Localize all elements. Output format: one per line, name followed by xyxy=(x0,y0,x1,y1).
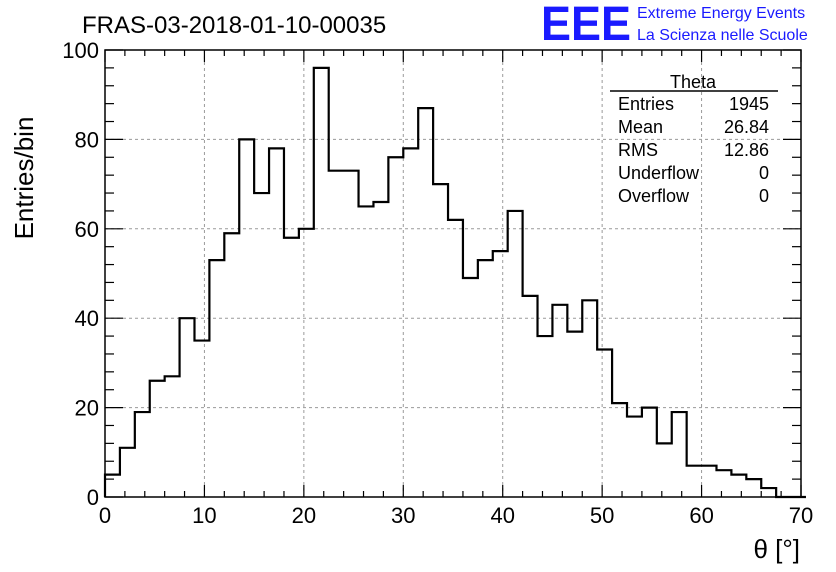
histogram-bin xyxy=(448,220,463,497)
histogram-bin xyxy=(552,305,567,497)
y-axis-label: Entries/bin xyxy=(9,117,39,240)
x-tick-label: 70 xyxy=(789,503,813,528)
histogram-bin xyxy=(254,193,269,497)
y-tick-label: 60 xyxy=(75,217,99,242)
histogram-bin xyxy=(165,376,180,497)
histogram-bin xyxy=(105,475,120,497)
x-tick-label: 50 xyxy=(590,503,614,528)
histogram-bin xyxy=(597,349,612,497)
stats-rows: Entries 1945 Mean 26.84 RMS 12.86 Underflow 0 Ov… xyxy=(618,94,769,206)
logo-mark: EEE xyxy=(541,0,631,51)
logo-line1: Extreme Energy Events xyxy=(637,5,805,22)
x-tick-label: 0 xyxy=(99,503,111,528)
stats-row-label: RMS xyxy=(618,140,658,160)
x-tick-label: 20 xyxy=(292,503,316,528)
histogram-bin xyxy=(373,202,388,497)
eee-logo: EEE Extreme Energy Events La Scienza nel… xyxy=(541,0,808,51)
histogram-bin xyxy=(194,341,209,497)
histogram-bin xyxy=(508,211,523,497)
histogram-bin xyxy=(135,412,150,497)
histogram-bin xyxy=(716,470,731,497)
histogram-bin xyxy=(687,466,702,497)
y-tick-label: 40 xyxy=(75,306,99,331)
stats-row-value: 1945 xyxy=(729,94,769,114)
histogram-bin xyxy=(746,479,761,497)
stats-row-value: 0 xyxy=(759,186,769,206)
stats-title: Theta xyxy=(670,72,717,92)
histogram xyxy=(103,66,806,499)
histogram-bin xyxy=(538,336,553,497)
plot-frame xyxy=(104,49,802,498)
y-tick-label: 80 xyxy=(75,127,99,152)
stats-row-value: 12.86 xyxy=(724,140,769,160)
histogram-bin xyxy=(120,448,135,497)
histogram-bin xyxy=(642,408,657,497)
stats-row-value: 26.84 xyxy=(724,117,769,137)
x-axis-label: θ [°] xyxy=(753,534,800,564)
histogram-bin xyxy=(359,206,374,497)
x-axis: 0 10 20 30 40 50 60 70 xyxy=(99,50,813,528)
histogram-bin xyxy=(269,148,284,497)
histogram-bin xyxy=(180,318,195,497)
histogram-bin xyxy=(761,488,776,497)
x-tick-label: 40 xyxy=(490,503,514,528)
histogram-bin xyxy=(344,171,359,497)
histogram-bin xyxy=(150,381,165,497)
histogram-bin xyxy=(478,260,493,497)
histogram-bin xyxy=(582,300,597,497)
histogram-bin xyxy=(403,148,418,497)
y-axis: 0 20 40 60 80 100 xyxy=(62,38,801,510)
stats-row-label: Underflow xyxy=(618,163,700,183)
histogram-bin xyxy=(672,412,687,497)
histogram-bin xyxy=(612,403,627,497)
stats-box: Theta Entries 1945 Mean 26.84 RMS 12.86 Underf… xyxy=(610,72,778,206)
histogram-bin xyxy=(567,332,582,497)
histogram-bin xyxy=(224,233,239,497)
y-tick-label: 20 xyxy=(75,396,99,421)
histogram-bin xyxy=(702,466,717,497)
histogram-outline xyxy=(103,66,806,499)
stats-row-value: 0 xyxy=(759,163,769,183)
histogram-bin xyxy=(627,417,642,497)
chart-title: FRAS-03-2018-01-10-00035 xyxy=(82,12,386,39)
x-tick-label: 30 xyxy=(391,503,415,528)
axes-box xyxy=(104,49,802,498)
histogram-bin xyxy=(463,278,478,497)
grid xyxy=(105,50,801,497)
histogram-bin xyxy=(731,475,746,497)
histogram-bin xyxy=(523,296,538,497)
stats-row-label: Overflow xyxy=(618,186,690,206)
histogram-bin xyxy=(493,251,508,497)
histogram-bin xyxy=(314,68,329,497)
y-tick-label: 100 xyxy=(62,38,99,63)
logo-line2: La Scienza nelle Scuole xyxy=(637,27,808,44)
histogram-bin xyxy=(329,171,344,497)
histogram-bin xyxy=(299,229,314,497)
stats-row-label: Entries xyxy=(618,94,674,114)
stats-row-label: Mean xyxy=(618,117,663,137)
histogram-bin xyxy=(657,443,672,497)
histogram-bin xyxy=(209,260,224,497)
histogram-bin xyxy=(418,108,433,497)
histogram-bin xyxy=(433,184,448,497)
y-tick-label: 0 xyxy=(87,485,99,510)
x-tick-label: 60 xyxy=(689,503,713,528)
x-tick-label: 10 xyxy=(192,503,216,528)
histogram-bin xyxy=(284,238,299,497)
histogram-bin xyxy=(388,157,403,497)
